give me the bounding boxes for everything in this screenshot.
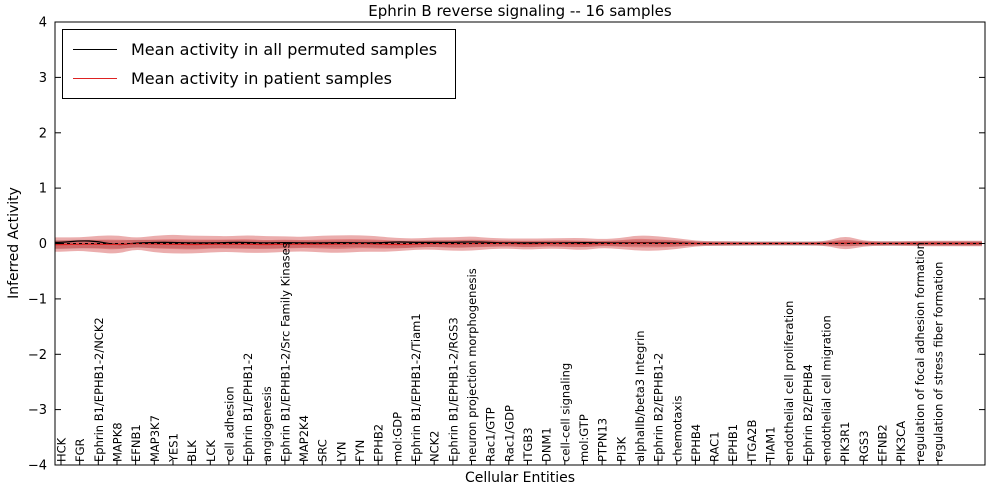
x-tick-label: EFNB2: [876, 424, 890, 462]
y-tick-label: 1: [39, 182, 47, 197]
x-tick-label: Ephrin B1/EPHB1-2/NCK2: [92, 317, 106, 462]
y-tick-label: −1: [28, 292, 47, 307]
x-tick-label: regulation of focal adhesion formation: [913, 242, 927, 462]
legend-entry-patient: Mean activity in patient samples: [73, 64, 437, 93]
x-tick-label: LCK: [204, 440, 218, 462]
y-tick-label: 0: [39, 237, 47, 252]
x-tick-label: PIK3R1: [838, 422, 852, 463]
x-tick-label: Ephrin B1/EPHB1-2/Tiam1: [409, 313, 423, 462]
legend-label-patient: Mean activity in patient samples: [131, 69, 392, 88]
legend-entry-permuted: Mean activity in all permuted samples: [73, 35, 437, 64]
x-tick-label: Ephrin B1/EPHB1-2/Src Family Kinases: [278, 242, 292, 462]
x-tick-label: MAPK8: [111, 422, 125, 462]
x-axis-label: Cellular Entities: [464, 470, 576, 486]
x-tick-label: regulation of stress fiber formation: [932, 262, 946, 462]
x-tick-label: PTPN13: [596, 418, 610, 462]
x-tick-label: angiogenesis: [260, 386, 274, 462]
permuted-line-sample-icon: [73, 49, 117, 50]
chart-title: Ephrin B reverse signaling -- 16 samples: [368, 2, 672, 20]
x-tick-label: alphaIIb/beta3 Integrin: [633, 330, 647, 462]
y-tick-label: −4: [28, 459, 47, 474]
x-tick-label: chemotaxis: [670, 396, 684, 462]
x-tick-label: TIAM1: [764, 426, 778, 463]
x-tick-label: MAP2K4: [297, 415, 311, 462]
x-tick-label: EPHB1: [726, 424, 740, 462]
x-tick-label: EPHB4: [689, 424, 703, 462]
x-tick-label: RGS3: [857, 430, 871, 462]
x-tick-label: PI3K: [614, 436, 628, 462]
x-tick-label: LYN: [334, 441, 348, 462]
x-tick-label: ITGA2B: [745, 419, 759, 462]
x-tick-label: EFNB1: [129, 424, 143, 462]
x-tick-label: neuron projection morphogenesis: [465, 268, 479, 462]
patient-line-sample-icon: [73, 78, 117, 79]
x-tick-label: endothelial cell proliferation: [782, 301, 796, 462]
x-tick-label: YES1: [167, 433, 181, 463]
x-tick-label: NCK2: [428, 431, 442, 463]
x-tick-label: mol:GDP: [390, 412, 404, 462]
x-tick-label: FGR: [73, 438, 87, 462]
y-tick-label: −2: [28, 348, 47, 363]
x-tick-label: HCK: [55, 437, 69, 462]
x-tick-label: ITGB3: [521, 427, 535, 462]
x-tick-label: EPHB2: [372, 424, 386, 462]
x-tick-label: Ephrin B1/EPHB1-2/RGS3: [446, 317, 460, 462]
x-tick-label: RAC1: [708, 431, 722, 462]
x-tick-label: Rac1/GDP: [502, 405, 516, 462]
x-tick-label: Ephrin B2/EPHB4: [801, 364, 815, 462]
y-tick-label: 2: [39, 126, 47, 141]
x-tick-label: cell adhesion: [222, 386, 236, 462]
y-tick-label: 3: [39, 71, 47, 86]
x-tick-label: Ephrin B2/EPHB1-2: [652, 353, 666, 462]
x-tick-label: BLK: [185, 440, 199, 462]
x-tick-label: MAP3K7: [148, 415, 162, 462]
x-tick-label: Ephrin B1/EPHB1-2: [241, 353, 255, 462]
legend-label-permuted: Mean activity in all permuted samples: [131, 40, 438, 59]
legend: Mean activity in all permuted samples Me…: [62, 29, 457, 99]
x-tick-label: PIK3CA: [894, 421, 908, 462]
x-tick-label: Rac1/GTP: [484, 407, 498, 462]
y-tick-label: 4: [39, 16, 47, 31]
x-tick-label: DNM1: [540, 427, 554, 462]
x-tick-label: FYN: [353, 440, 367, 462]
y-tick-label: −3: [28, 403, 47, 418]
x-tick-label: mol:GTP: [577, 414, 591, 462]
x-tick-label: cell-cell signaling: [558, 363, 572, 462]
x-tick-label: endothelial cell migration: [820, 315, 834, 462]
x-tick-label: SRC: [316, 439, 330, 462]
